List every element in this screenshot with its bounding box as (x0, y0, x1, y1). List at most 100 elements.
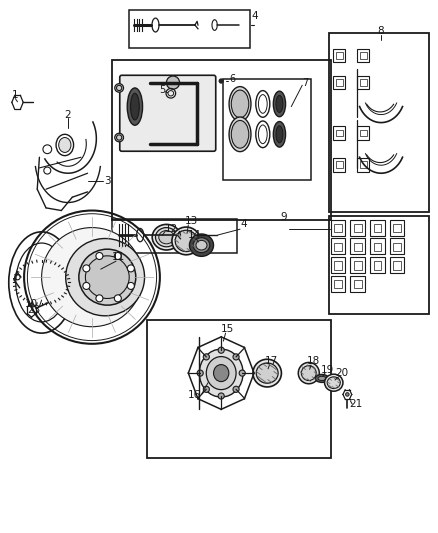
Ellipse shape (253, 359, 281, 387)
Bar (333, 49, 345, 62)
FancyBboxPatch shape (120, 75, 216, 151)
Bar (328, 33, 429, 212)
Ellipse shape (229, 117, 251, 152)
Text: 1: 1 (12, 90, 19, 100)
Bar (370, 220, 385, 236)
Bar (357, 49, 369, 62)
Bar (360, 130, 367, 136)
Ellipse shape (155, 228, 177, 247)
Text: 2: 2 (64, 110, 71, 119)
Circle shape (203, 386, 209, 392)
Text: 12: 12 (165, 224, 178, 234)
Ellipse shape (219, 78, 224, 84)
Ellipse shape (229, 86, 251, 122)
Bar (331, 220, 345, 236)
Text: 9: 9 (280, 213, 287, 222)
Text: 8: 8 (378, 26, 385, 36)
Bar (360, 52, 367, 59)
Ellipse shape (175, 230, 197, 252)
Bar (350, 238, 365, 254)
Bar (390, 257, 404, 273)
Ellipse shape (315, 374, 328, 383)
Ellipse shape (273, 122, 286, 147)
Bar (129, 10, 250, 48)
Text: 17: 17 (265, 357, 278, 366)
Text: 10: 10 (25, 299, 38, 309)
Bar (336, 52, 343, 59)
Bar (374, 243, 381, 251)
Ellipse shape (159, 230, 174, 244)
Bar (393, 243, 401, 251)
Text: 16: 16 (188, 391, 201, 400)
Ellipse shape (79, 249, 136, 305)
Bar (112, 219, 237, 253)
Bar (336, 161, 343, 168)
Bar (334, 243, 342, 251)
Ellipse shape (131, 93, 139, 120)
Text: 11: 11 (112, 252, 125, 262)
Ellipse shape (127, 88, 142, 125)
Bar (357, 76, 369, 89)
Bar (393, 261, 401, 270)
Bar (336, 130, 343, 136)
Bar (354, 243, 362, 251)
Text: 19: 19 (321, 366, 334, 375)
Bar (354, 280, 362, 288)
Bar (334, 261, 342, 270)
Ellipse shape (318, 376, 326, 381)
Circle shape (346, 393, 349, 396)
Ellipse shape (66, 239, 145, 316)
Ellipse shape (172, 227, 201, 255)
Text: 20: 20 (335, 368, 348, 378)
Text: 7: 7 (303, 78, 309, 87)
Circle shape (233, 354, 239, 360)
Bar (374, 261, 381, 270)
Text: 23: 23 (28, 305, 41, 315)
Bar (350, 276, 365, 292)
Circle shape (114, 295, 121, 302)
Bar (334, 280, 342, 288)
Bar (336, 79, 343, 86)
Bar (334, 224, 342, 232)
Circle shape (127, 282, 134, 289)
Text: 6: 6 (229, 74, 235, 84)
Text: 21: 21 (349, 399, 362, 409)
Ellipse shape (231, 120, 249, 148)
Ellipse shape (193, 238, 210, 253)
Bar (354, 224, 362, 232)
Text: 13: 13 (185, 216, 198, 226)
Ellipse shape (325, 374, 343, 391)
Bar (331, 257, 345, 273)
Circle shape (83, 282, 90, 289)
Bar (350, 257, 365, 273)
Circle shape (218, 347, 224, 353)
Ellipse shape (231, 90, 249, 118)
Circle shape (197, 370, 203, 376)
Bar (357, 158, 369, 172)
Ellipse shape (190, 234, 214, 256)
Ellipse shape (276, 126, 283, 143)
Bar (390, 220, 404, 236)
Bar (360, 161, 367, 168)
Bar (354, 261, 362, 270)
Circle shape (166, 76, 180, 89)
Circle shape (239, 370, 245, 376)
Bar (333, 126, 345, 140)
Ellipse shape (298, 362, 319, 384)
Bar (370, 257, 385, 273)
Text: 5: 5 (159, 85, 165, 94)
Ellipse shape (115, 84, 124, 92)
Circle shape (83, 265, 90, 272)
Ellipse shape (327, 377, 340, 389)
Text: 4: 4 (240, 219, 247, 229)
Bar (390, 238, 404, 254)
Ellipse shape (59, 138, 71, 152)
Circle shape (96, 253, 103, 260)
Circle shape (233, 386, 239, 392)
Bar (331, 238, 345, 254)
Ellipse shape (256, 363, 278, 383)
Ellipse shape (301, 366, 316, 381)
Text: 3: 3 (104, 176, 111, 186)
Bar (333, 76, 345, 89)
Bar (374, 224, 381, 232)
